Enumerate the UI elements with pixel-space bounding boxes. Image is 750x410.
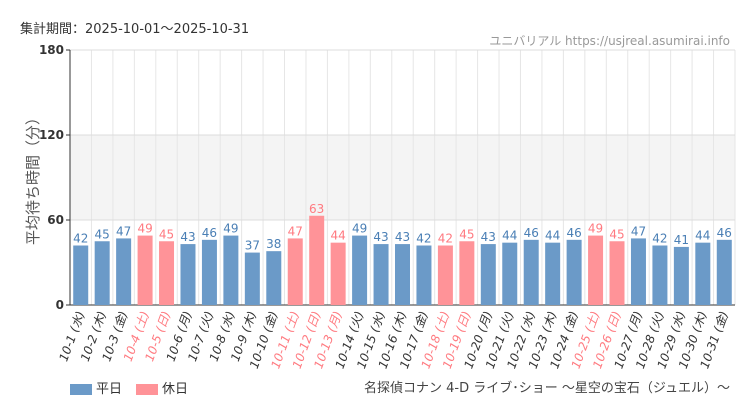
- legend-weekday[interactable]: 平日: [70, 378, 122, 397]
- data-label: 46: [202, 226, 217, 240]
- legend-holiday[interactable]: 休日: [136, 378, 188, 397]
- y-tick-label: 0: [56, 298, 64, 312]
- data-label: 47: [631, 224, 646, 238]
- data-label: 49: [223, 222, 238, 236]
- legend-swatch-weekday: [70, 384, 92, 395]
- legend: 平日 休日: [70, 378, 188, 397]
- data-label: 42: [416, 232, 431, 246]
- site-credit: ユニバリアル https://usjreal.asumirai.info: [489, 34, 730, 48]
- y-tick-label: 120: [39, 128, 64, 142]
- data-label: 42: [652, 232, 667, 246]
- bar: [94, 241, 110, 305]
- bar: [695, 242, 711, 305]
- grid-band: [70, 135, 735, 220]
- bar: [437, 245, 453, 305]
- y-axis-title: 平均待ち時間（分）: [24, 110, 42, 245]
- data-label: 42: [438, 232, 453, 246]
- bar: [116, 238, 132, 305]
- bar: [309, 215, 325, 305]
- bar: [330, 242, 346, 305]
- bar: [545, 242, 561, 305]
- bar: [416, 245, 432, 305]
- bar: [588, 235, 604, 305]
- bar: [652, 245, 668, 305]
- bar: [480, 244, 496, 305]
- data-label: 47: [288, 224, 303, 238]
- data-label: 45: [159, 227, 174, 241]
- data-label: 46: [566, 226, 581, 240]
- data-label: 43: [481, 230, 496, 244]
- bar: [287, 238, 303, 305]
- data-label: 38: [266, 237, 281, 251]
- bar: [716, 239, 732, 305]
- y-tick-label: 60: [47, 213, 64, 227]
- data-label: 43: [373, 230, 388, 244]
- legend-label: 平日: [96, 382, 123, 397]
- data-label: 49: [588, 222, 603, 236]
- data-label: 63: [309, 202, 324, 216]
- data-label: 43: [395, 230, 410, 244]
- bar: [73, 245, 89, 305]
- bar: [630, 238, 646, 305]
- data-label: 46: [524, 226, 539, 240]
- legend-swatch-holiday: [136, 384, 159, 395]
- bar: [266, 251, 282, 305]
- attraction-title: 名探偵コナン 4-D ライブ･ショー ～星空の宝石（ジュエル）～: [364, 381, 730, 396]
- data-label: 45: [609, 227, 624, 241]
- data-label: 44: [545, 229, 560, 243]
- data-label: 37: [245, 239, 260, 253]
- data-label: 41: [674, 233, 689, 247]
- data-label: 43: [180, 230, 195, 244]
- bar: [373, 244, 389, 305]
- data-label: 42: [73, 232, 88, 246]
- data-label: 46: [717, 226, 732, 240]
- bar: [159, 241, 175, 305]
- data-label: 44: [331, 229, 346, 243]
- bar: [201, 239, 217, 305]
- bar: [502, 242, 518, 305]
- data-label: 49: [137, 222, 152, 236]
- data-label: 47: [116, 224, 131, 238]
- data-label: 44: [695, 229, 710, 243]
- period-label: 集計期間：2025-10-01〜2025-10-31: [20, 22, 250, 37]
- data-label: 49: [352, 222, 367, 236]
- bar: [673, 246, 689, 305]
- y-tick-label: 180: [39, 43, 64, 57]
- data-label: 44: [502, 229, 517, 243]
- bar: [566, 239, 582, 305]
- bar: [352, 235, 368, 305]
- data-label: 45: [95, 227, 110, 241]
- bar: [137, 235, 153, 305]
- bar: [523, 239, 539, 305]
- bar: [223, 235, 239, 305]
- legend-label: 休日: [162, 382, 189, 397]
- bar: [395, 244, 410, 305]
- bar: [609, 241, 625, 305]
- data-label: 45: [459, 227, 474, 241]
- bar: [459, 241, 475, 305]
- bar: [180, 244, 196, 305]
- bar: [244, 252, 260, 305]
